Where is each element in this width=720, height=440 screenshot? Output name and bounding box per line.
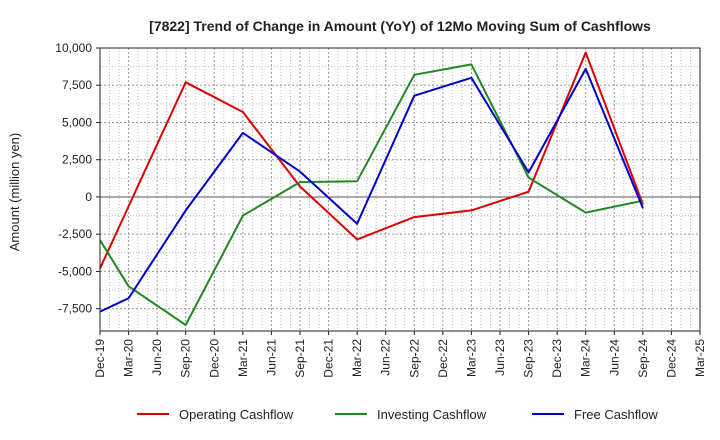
x-tick-label: Sep-24 (636, 339, 650, 378)
x-tick-label: Dec-21 (322, 339, 336, 378)
x-tick-label: Mar-23 (464, 339, 478, 377)
x-tick-label: Dec-23 (550, 339, 564, 378)
chart-title: [7822] Trend of Change in Amount (YoY) o… (149, 18, 651, 34)
legend-item-free-cashflow: Free Cashflow (532, 407, 658, 422)
x-ticks: Dec-19 Mar-20 Jun-20 Sep-20 Dec-20 Mar-21 Jun-… (93, 331, 707, 378)
x-tick-label: Dec-22 (436, 339, 450, 378)
y-tick-label: 5,000 (62, 115, 92, 129)
x-tick-label: Mar-25 (693, 339, 707, 377)
x-tick-label: Jun-23 (493, 339, 507, 376)
x-tick-label: Mar-24 (579, 339, 593, 377)
y-tick-label: 10,000 (55, 41, 92, 55)
y-tick-label: -2,500 (58, 227, 92, 241)
legend: Operating Cashflow Investing Cashflow Free… (137, 407, 658, 422)
y-ticks: 10,000 7,500 5,000 2,500 0 -2,500 -5,000 -7,500 (55, 41, 100, 316)
x-tick-label: Dec-20 (207, 339, 221, 378)
y-tick-label: 2,500 (62, 153, 92, 167)
x-tick-label: Sep-22 (407, 339, 421, 378)
y-tick-label: -5,000 (58, 264, 92, 278)
x-tick-label: Sep-21 (293, 339, 307, 378)
plot-area (100, 48, 700, 331)
series-layer (99, 51, 644, 326)
x-tick-label: Sep-20 (179, 339, 193, 378)
x-tick-label: Jun-24 (607, 339, 621, 376)
legend-label: Investing Cashflow (377, 407, 487, 422)
x-tick-label: Dec-19 (93, 339, 107, 378)
x-tick-label: Dec-24 (664, 339, 678, 378)
y-tick-label: 0 (85, 190, 92, 204)
series-line-free-cashflow (99, 67, 644, 313)
legend-item-investing-cashflow: Investing Cashflow (335, 407, 487, 422)
x-tick-label: Jun-22 (379, 339, 393, 376)
y-tick-label: -7,500 (58, 302, 92, 316)
y-axis-label: Amount (million yen) (7, 133, 22, 252)
series-line-investing-cashflow (99, 63, 644, 326)
x-tick-label: Mar-20 (122, 339, 136, 377)
legend-label: Operating Cashflow (179, 407, 294, 422)
x-tick-label: Mar-21 (236, 339, 250, 377)
x-tick-label: Jun-21 (264, 339, 278, 376)
grid-layer (99, 47, 701, 331)
legend-label: Free Cashflow (574, 407, 658, 422)
x-tick-label: Jun-20 (150, 339, 164, 376)
y-tick-label: 7,500 (62, 78, 92, 92)
x-tick-label: Sep-23 (522, 339, 536, 378)
legend-item-operating-cashflow: Operating Cashflow (137, 407, 294, 422)
x-tick-label: Mar-22 (350, 339, 364, 377)
plot-frame (99, 47, 701, 332)
